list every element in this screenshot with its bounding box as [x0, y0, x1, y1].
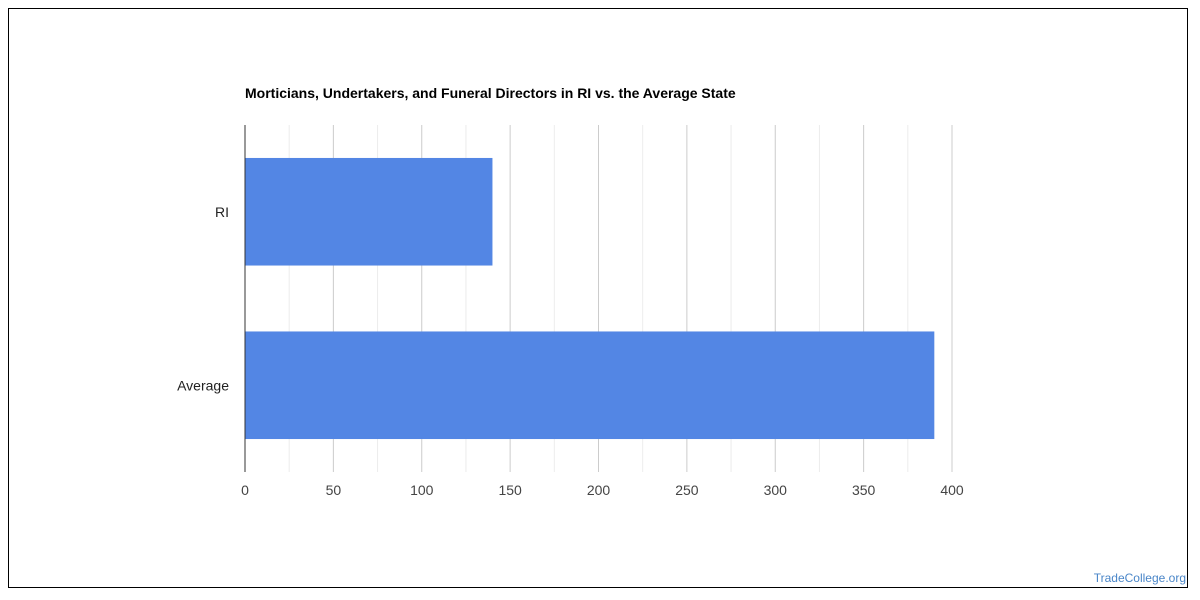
x-tick-label: 200 — [587, 482, 611, 498]
site-watermark: TradeCollege.org — [1093, 571, 1186, 585]
x-tick-label: 0 — [241, 482, 249, 498]
bar-average — [245, 331, 935, 440]
labels: 0 50 100 150 200 250 300 350 400 RI Average — [177, 204, 964, 498]
category-label: Average — [177, 377, 229, 393]
x-tick-label: 300 — [764, 482, 788, 498]
chart-title: Morticians, Undertakers, and Funeral Dir… — [245, 85, 736, 101]
x-tick-label: 250 — [675, 482, 699, 498]
x-tick-label: 400 — [940, 482, 964, 498]
x-tick-label: 150 — [498, 482, 522, 498]
bars — [245, 157, 935, 440]
bar-ri — [245, 157, 493, 266]
x-tick-label: 100 — [410, 482, 434, 498]
x-tick-label: 350 — [852, 482, 876, 498]
category-label: RI — [215, 204, 229, 220]
x-tick-label: 50 — [326, 482, 342, 498]
